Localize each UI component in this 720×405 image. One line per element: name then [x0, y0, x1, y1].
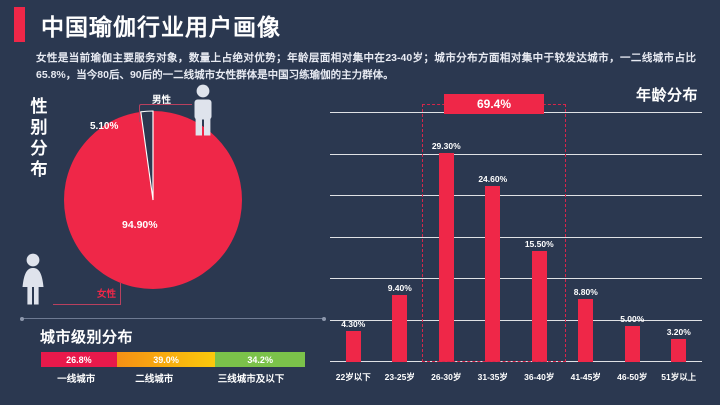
bar-value-label: 4.30% [341, 319, 366, 330]
x-axis-label: 26-30岁 [431, 372, 462, 382]
x-axis-label: 36-40岁 [524, 372, 555, 382]
female-leader-line [53, 283, 121, 305]
city-segment-label: 三线城市及以下 [217, 374, 285, 385]
age-highlight-badge: 69.4% [444, 94, 544, 114]
x-axis-label: 31-35岁 [477, 372, 508, 382]
city-segment: 34.2% [215, 352, 305, 367]
page-title: 中国瑜伽行业用户画像 [41, 14, 281, 40]
city-segment-label: 二线城市 [135, 374, 174, 385]
male-icon-svg [194, 84, 212, 136]
female-icon-svg [22, 253, 44, 305]
city-distribution-bar: 26.8% 39.0% 34.2% [41, 352, 305, 367]
bar-column: 5.00% [609, 112, 656, 362]
bar [671, 339, 687, 362]
bar [624, 326, 640, 362]
gender-pie-chart [63, 110, 243, 290]
city-segment: 26.8% [41, 352, 117, 367]
age-bar-chart: 4.30% 9.40% 29.30% 24.60% 15.50% 8.80% 5.00% 3.… [330, 112, 702, 362]
gridline [330, 195, 702, 196]
x-axis-label: 51岁以上 [661, 372, 697, 382]
bar-value-label: 3.20% [666, 327, 691, 338]
x-axis-label: 22岁以下 [335, 372, 371, 382]
male-pictogram-icon [188, 84, 218, 136]
x-axis-label: 23-25岁 [384, 372, 415, 382]
pie-male-value: 5.10% [90, 121, 119, 132]
chart-bars: 4.30% 9.40% 29.30% 24.60% 15.50% 8.80% 5.00% 3.… [330, 112, 702, 362]
age-highlight-box [422, 104, 566, 362]
x-axis-label: 41-45岁 [570, 372, 601, 382]
bar-column: 15.50% [516, 112, 563, 362]
gender-section-label: 性别分布 [30, 97, 48, 179]
bar-value-label: 8.80% [573, 287, 598, 298]
female-pictogram-icon [18, 253, 48, 305]
gridline [330, 153, 702, 155]
female-label: 女性 [97, 289, 117, 300]
city-segment-label: 一线城市 [57, 374, 96, 385]
title-accent-bar [14, 7, 25, 42]
bar [578, 299, 594, 362]
male-label: 男性 [152, 95, 172, 106]
bar-value-label: 15.50% [524, 239, 554, 250]
bar [392, 294, 408, 362]
city-distribution-labels: 一线城市 二线城市 三线城市及以下 [41, 370, 305, 386]
bar-column: 9.40% [377, 112, 424, 362]
gridline [330, 236, 702, 238]
x-axis-label: 46-50岁 [617, 372, 648, 382]
city-segment: 39.0% [116, 352, 216, 367]
bar-value-label: 9.40% [387, 282, 412, 293]
city-section-label: 城市级别分布 [40, 329, 134, 346]
section-divider [20, 316, 326, 321]
male-leader-line [139, 104, 192, 122]
intro-paragraph: 女性是当前瑜伽主要服务对象，数量上占绝对优势；年龄层面相对集中在23-40岁；城… [36, 52, 696, 81]
bar [531, 251, 547, 362]
bar [345, 331, 361, 362]
bar [485, 186, 501, 362]
bar-value-label: 24.60% [478, 174, 508, 185]
bar-column: 24.60% [470, 112, 517, 362]
age-axis-labels: 22岁以下 23-25岁 26-30岁 31-35岁 36-40岁 41-45岁 46-50… [330, 368, 702, 386]
pie-svg [64, 110, 242, 289]
bar-value-label: 5.00% [620, 314, 645, 325]
age-section-label: 年龄分布 [635, 87, 698, 104]
pie-female-value: 94.90% [122, 219, 158, 231]
bar-column: 8.80% [563, 112, 610, 362]
bar-column: 29.30% [423, 112, 470, 362]
bar-column: 3.20% [656, 112, 703, 362]
gridline [330, 319, 702, 321]
bar-column: 4.30% [330, 112, 377, 362]
bar [438, 152, 454, 362]
bar-value-label: 29.30% [431, 140, 461, 151]
gridline [330, 278, 702, 279]
